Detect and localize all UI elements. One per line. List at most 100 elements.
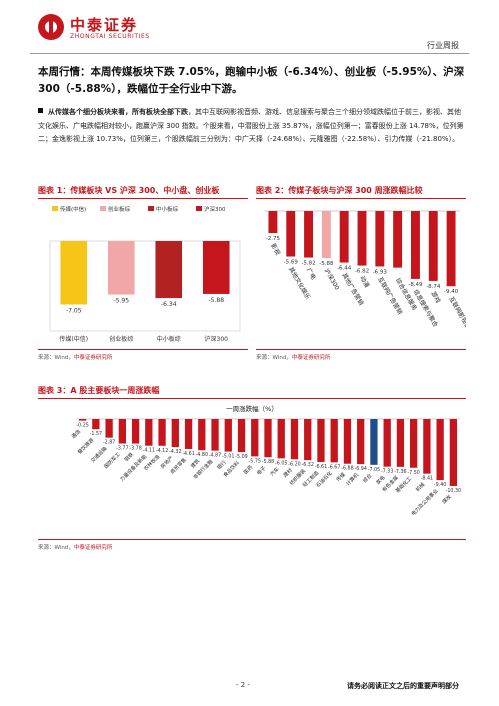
data-label-1: -5.69 (284, 260, 299, 266)
figure-2-chart: -2.75影视-5.69其他文化娱乐-5.82广电-5.88沪深300-6.44… (264, 210, 466, 336)
chart-title: 一周涨跌幅（%） (226, 404, 278, 413)
figure-2-source: 来源：Wind，中泰证券研究所 (256, 353, 466, 361)
figure-1-rule (38, 198, 248, 199)
bar-9 (198, 419, 206, 451)
data-label-5: -6.82 (355, 269, 369, 275)
legend-label-1: 创业板综 (108, 205, 131, 213)
data-label-25: -7.50 (407, 470, 419, 476)
bar-10 (446, 211, 456, 287)
bar-24 (396, 419, 405, 467)
bar-16 (290, 419, 299, 460)
bar-26 (423, 419, 431, 474)
tick-label-0: 通信 (70, 428, 82, 440)
tick-label-9: 建筑 (189, 458, 201, 470)
bar-8 (411, 211, 420, 279)
data-label-11: -5.01 (222, 454, 234, 460)
bar-21 (357, 419, 365, 465)
bar-0 (268, 211, 278, 233)
plot-area (49, 240, 241, 332)
weekly-market-headline: 本周行情：本周传媒板块下跌 7.05%，跑输中小板（-6.34%）、创业板（-5… (38, 66, 465, 95)
figure-1-chart: 传媒(中信) 创业板综 中小板综 沪深300-7.05传媒(中信)-5.95创业板综-… (49, 205, 241, 343)
legend-label-2: 中小板综 (156, 205, 179, 213)
data-label-2: -6.34 (161, 301, 177, 308)
bar-1 (92, 419, 100, 430)
data-label-9: -8.74 (426, 284, 441, 290)
data-label-3: -5.88 (319, 261, 334, 267)
bar-0 (78, 419, 87, 421)
bar-5 (357, 211, 367, 266)
tick-label-0: 传媒(中信) (59, 335, 88, 343)
tick-label-3: 国防军工 (103, 451, 122, 470)
bar-25 (410, 419, 418, 468)
tick-label-3: 沪深300 (205, 335, 229, 343)
data-label-6: -4.12 (156, 448, 168, 454)
tick-label-2: 中小板综 (157, 335, 181, 343)
figure-3: 图表 3：A 股主要板块一周涨跌幅 一周涨跌幅（%） -0.25 通信 -1.57 餐饮… (38, 384, 466, 551)
figure-2-bottom-rule (256, 349, 466, 350)
tick-label-21: 计算机 (345, 472, 361, 488)
bar-13 (251, 419, 259, 457)
data-label-21: -6.94 (354, 466, 366, 472)
tick-label-20: 传媒 (335, 471, 347, 483)
summary-lead: 从传媒各个细分板块来看，所有板块全部下跌 (48, 108, 188, 116)
data-label-9: -4.80 (196, 452, 208, 458)
legend-label-0: 传媒(中信) (60, 205, 86, 213)
bar-22 (370, 419, 378, 465)
tick-label-16: 建材 (282, 467, 294, 479)
tick-label-15: 汽车 (269, 466, 281, 478)
data-label-15: -6.05 (275, 460, 287, 466)
legend-swatch-1 (100, 206, 106, 211)
tick-label-11: 银行 (216, 459, 228, 471)
figure-2: 图表 2：传媒子板块与沪深 300 周涨跌幅比较 -2.75 影视 -5.69 其他文… (256, 184, 466, 361)
data-label-12: -5.09 (235, 454, 247, 460)
tick-label-4: 钢铁 (123, 451, 135, 463)
data-label-17: -6.32 (302, 462, 314, 468)
figure-1-source-org: 中泰证券研究所 (73, 355, 113, 361)
data-label-0: -0.25 (76, 423, 88, 429)
figure-2-source-prefix: 来源：Wind， (256, 355, 292, 361)
data-label-4: -3.78 (129, 446, 141, 452)
figure-3-source-org: 中泰证券研究所 (73, 545, 113, 551)
legend-swatch-0 (52, 206, 58, 211)
figure-2-title: 图表 2：传媒子板块与沪深 300 周涨跌幅比较 (256, 186, 423, 195)
tick-label-9: 游戏 (430, 290, 443, 304)
data-label-8: -8.49 (408, 282, 423, 288)
bar-0 (60, 241, 88, 305)
brand-name-cn: 中泰证券 (70, 16, 139, 34)
bar-20 (343, 419, 352, 464)
data-label-24: -7.36 (394, 469, 406, 475)
bar-11 (224, 419, 232, 452)
bar-15 (277, 419, 285, 459)
tick-label-5: 动漫 (358, 275, 371, 289)
bar-6 (158, 419, 166, 446)
bar-12 (237, 419, 246, 453)
bar-9 (428, 211, 438, 281)
data-label-10: -9.40 (444, 289, 459, 295)
bar-3 (321, 211, 331, 259)
bar-3 (202, 241, 230, 294)
bar-17 (304, 419, 312, 461)
legend-swatch-3 (196, 206, 202, 211)
data-label-2: -2.87 (103, 440, 115, 446)
data-label-1: -1.57 (90, 431, 102, 437)
disclaimer-note: 请务必阅读正文之后的重要声明部分 (347, 682, 459, 690)
bar-3 (118, 419, 126, 444)
bar-2 (155, 241, 183, 299)
bar-19 (330, 419, 338, 463)
data-label-4: -6.44 (337, 266, 352, 272)
figure-2-source-org: 中泰证券研究所 (291, 355, 331, 361)
data-label-2: -5.82 (301, 261, 315, 267)
bar-8 (184, 419, 193, 449)
figure-3-rule (38, 398, 466, 399)
header-divider (30, 53, 469, 54)
tick-label-13: 医药 (242, 464, 254, 476)
bar-10 (211, 419, 219, 451)
figure-1: 图表 1：传媒板块 VS 沪深 300、中小盘、创业板 传媒(中信) 创业板综 中小… (38, 184, 248, 361)
data-label-20: -6.88 (341, 466, 353, 472)
data-label-22: -7.05 (368, 467, 380, 473)
summary-body: ，其中互联网影视音频、游戏、信息搜索与聚合三个细分领域跌幅位于前三，影视、其他文… (38, 108, 464, 143)
data-label-10: -4.87 (209, 453, 221, 459)
data-label-0: -2.75 (266, 236, 281, 242)
data-label-19: -6.67 (328, 464, 340, 470)
